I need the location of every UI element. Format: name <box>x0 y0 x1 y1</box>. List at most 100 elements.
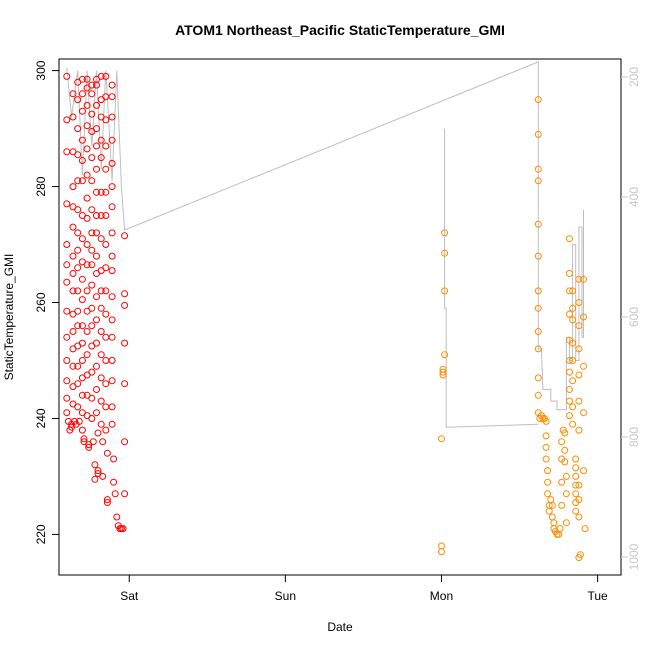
data-point-orange <box>438 542 445 550</box>
data-point-orange <box>534 345 542 353</box>
data-point-red <box>69 183 77 191</box>
data-point-red <box>110 478 118 486</box>
data-point-red <box>93 188 100 196</box>
data-point-orange <box>534 328 542 335</box>
data-point-orange <box>569 339 577 347</box>
data-point-red <box>110 455 118 463</box>
data-point-orange <box>561 458 569 466</box>
data-point-orange <box>561 429 569 437</box>
data-point-red <box>108 333 116 341</box>
data-point-orange <box>562 490 570 498</box>
data-point-red <box>83 194 91 202</box>
data-point-red <box>121 301 129 309</box>
data-point-orange <box>572 472 580 480</box>
x-tick-label: Mon <box>430 589 453 603</box>
data-point-orange <box>575 513 583 521</box>
data-point-red <box>88 261 96 269</box>
data-point-red <box>121 438 129 446</box>
data-point-red <box>102 287 110 295</box>
x-tick-label: Sun <box>275 589 296 603</box>
data-point-red <box>88 229 96 237</box>
data-point-red <box>83 261 91 269</box>
data-point-red <box>78 339 86 347</box>
data-point-red <box>83 171 91 179</box>
profile-line <box>66 61 584 411</box>
data-point-red <box>97 212 105 219</box>
data-point-red <box>108 229 116 237</box>
data-point-red <box>102 72 110 80</box>
data-point-red <box>63 357 71 364</box>
data-point-red <box>74 229 82 237</box>
data-point-red <box>74 322 82 330</box>
data-point-red <box>97 328 105 335</box>
data-point-red <box>63 241 71 248</box>
data-point-orange <box>575 426 583 434</box>
data-point-orange <box>534 391 542 399</box>
data-point-red <box>83 214 91 222</box>
data-point-red <box>102 357 110 364</box>
data-point-red <box>74 307 82 315</box>
data-point-orange <box>534 220 542 228</box>
data-point-red <box>63 333 71 341</box>
right-tick-label: 600 <box>627 307 641 327</box>
data-point-orange <box>572 455 580 463</box>
data-point-red <box>119 525 127 533</box>
y-tick-label: 260 <box>34 292 48 312</box>
data-point-orange <box>576 551 584 559</box>
data-point-red <box>83 122 91 130</box>
data-point-orange <box>534 252 542 260</box>
y-tick-label: 240 <box>34 408 48 428</box>
data-point-red <box>78 90 86 98</box>
data-point-red <box>102 403 110 411</box>
data-point-red <box>78 296 86 304</box>
data-point-red <box>69 328 77 335</box>
data-point-red <box>78 391 86 399</box>
data-point-red <box>74 125 82 133</box>
data-point-red <box>93 125 100 133</box>
data-point-red <box>69 362 77 370</box>
data-point-red <box>121 380 129 388</box>
data-point-red <box>83 101 91 109</box>
data-point-red <box>102 333 110 341</box>
data-point-orange <box>566 397 573 405</box>
data-point-red <box>88 304 96 312</box>
data-point-orange <box>572 481 580 489</box>
data-point-orange <box>580 362 587 370</box>
data-points-layer <box>63 72 589 562</box>
data-point-orange <box>441 249 449 257</box>
data-point-red <box>93 293 100 301</box>
data-point-orange <box>569 287 577 295</box>
data-point-red <box>78 107 86 115</box>
data-point-red <box>63 278 71 286</box>
data-point-orange <box>566 310 573 318</box>
data-point-red <box>88 322 96 330</box>
data-point-red <box>88 110 96 118</box>
data-point-red <box>93 386 100 393</box>
data-point-red <box>97 72 105 80</box>
data-point-red <box>88 281 96 289</box>
data-point-red <box>97 374 105 382</box>
data-point-red <box>97 351 105 359</box>
data-point-red <box>88 81 96 89</box>
right-tick-label: 200 <box>627 67 641 87</box>
data-point-red <box>74 151 82 159</box>
data-point-red <box>88 368 96 376</box>
y-axis-left: 220 240 260 280 300 <box>34 60 59 544</box>
data-point-red <box>69 270 77 277</box>
data-point-orange <box>534 177 542 185</box>
data-point-orange <box>581 525 589 533</box>
data-point-red <box>88 415 96 422</box>
data-point-red <box>94 467 102 475</box>
data-point-red <box>108 136 116 144</box>
data-point-orange <box>580 467 587 475</box>
data-point-orange <box>558 438 566 446</box>
data-point-red <box>102 426 110 434</box>
data-point-orange <box>542 443 550 451</box>
data-point-red <box>91 461 99 469</box>
data-point-red <box>108 377 116 385</box>
y-tick-label: 300 <box>34 60 48 80</box>
data-point-orange <box>575 345 583 353</box>
data-point-red <box>93 339 100 347</box>
data-point-red <box>88 154 96 162</box>
data-point-red <box>99 472 107 480</box>
